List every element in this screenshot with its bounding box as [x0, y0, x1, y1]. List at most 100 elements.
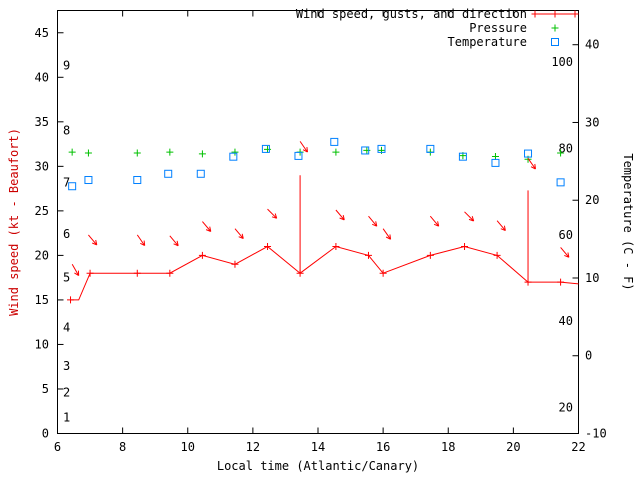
- wind-speed-line: [70, 245, 579, 301]
- wind-point: [67, 296, 75, 304]
- y-left-tick-label: 20: [35, 248, 49, 262]
- wind-direction-arrow: [496, 220, 506, 232]
- pressure-point: [332, 148, 340, 156]
- wind-point: [198, 251, 206, 259]
- y-left-tick-label: 30: [35, 159, 49, 173]
- legend-sample-plus: [571, 10, 579, 18]
- y-axis-label-left: Wind speed (kt - Beaufort): [7, 128, 21, 316]
- wind-direction-arrow: [202, 221, 212, 232]
- wind-direction-arrow: [464, 211, 475, 222]
- y-right-tick-label: -10: [585, 427, 607, 441]
- beaufort-label: 6: [63, 227, 70, 241]
- y-left-tick-label: 0: [42, 427, 49, 441]
- fahrenheit-label: 100: [551, 55, 573, 69]
- wind-point: [557, 278, 565, 286]
- wind-point: [231, 260, 239, 268]
- y-left-tick-label: 25: [35, 204, 49, 218]
- temperature-point: [133, 176, 142, 185]
- y-axis-label-right: Temperature (C - F): [621, 153, 635, 291]
- y-left-tick-label: 5: [42, 382, 49, 396]
- pressure-point: [363, 146, 371, 154]
- legend-sample-plus: [531, 10, 539, 18]
- wind-direction-arrow: [429, 215, 440, 227]
- x-tick-label: 20: [506, 440, 520, 454]
- x-tick-label: 22: [571, 440, 585, 454]
- wind-point: [493, 251, 501, 259]
- legend-sample-plus: [551, 24, 559, 32]
- temperature-point: [84, 176, 93, 185]
- temperature-point: [491, 158, 500, 167]
- temperature-point: [426, 144, 435, 153]
- wind-point: [296, 269, 304, 277]
- beaufort-label: 4: [63, 321, 70, 335]
- beaufort-label: 7: [63, 175, 70, 189]
- y-left-tick-label: 35: [35, 115, 49, 129]
- wind-point: [364, 251, 372, 259]
- temperature-point: [229, 152, 238, 161]
- wind-point: [426, 251, 434, 259]
- legend-label-pressure: Pressure: [469, 21, 527, 35]
- wind-point: [332, 242, 340, 250]
- pressure-point: [264, 145, 272, 153]
- temperature-point: [556, 178, 565, 187]
- temperature-point: [68, 182, 77, 191]
- fahrenheit-label: 80: [559, 141, 573, 155]
- beaufort-label: 3: [63, 359, 70, 373]
- wind-direction-arrow: [267, 208, 278, 219]
- x-tick-label: 10: [181, 440, 195, 454]
- pressure-point: [133, 149, 141, 157]
- legend-label-temperature: Temperature: [448, 35, 527, 49]
- wind-point: [133, 269, 141, 277]
- y-right-tick-label: 20: [585, 193, 599, 207]
- x-tick-label: 8: [119, 440, 126, 454]
- y-left-tick-label: 10: [35, 337, 49, 351]
- wind-direction-arrow: [299, 141, 308, 153]
- wind-direction-arrow: [169, 235, 179, 247]
- x-tick-label: 16: [376, 440, 390, 454]
- wind-point: [86, 269, 94, 277]
- y-right-tick-label: 30: [585, 115, 599, 129]
- wind-direction-arrow: [560, 247, 570, 258]
- fahrenheit-label: 20: [559, 401, 573, 415]
- x-tick-label: 6: [54, 440, 61, 454]
- y-right-tick-label: 0: [585, 349, 592, 363]
- wind-point: [524, 278, 532, 286]
- pressure-point: [557, 149, 565, 157]
- wind-direction-arrow: [234, 228, 244, 240]
- pressure-point: [68, 148, 76, 156]
- y-right-tick-label: 40: [585, 38, 599, 52]
- beaufort-label: 8: [63, 124, 70, 138]
- temperature-point: [294, 151, 303, 160]
- temperature-point: [261, 144, 270, 153]
- x-tick-label: 12: [246, 440, 260, 454]
- x-axis-label: Local time (Atlantic/Canary): [216, 459, 420, 473]
- y-left-tick-label: 45: [35, 26, 49, 40]
- wind-point: [461, 242, 469, 250]
- temperature-point: [458, 152, 467, 161]
- pressure-point: [166, 148, 174, 156]
- pressure-point: [231, 148, 239, 156]
- x-tick-label: 14: [311, 440, 325, 454]
- wind-point: [264, 242, 272, 250]
- legend-sample-square: [551, 38, 559, 46]
- legend-label-wind: Wind speed, gusts, and direction: [296, 7, 527, 21]
- temperature-point: [361, 146, 370, 155]
- pressure-point: [198, 150, 206, 158]
- temperature-point: [377, 144, 386, 153]
- beaufort-label: 5: [63, 271, 70, 285]
- beaufort-label: 2: [63, 386, 70, 400]
- wind-direction-arrow: [335, 209, 345, 221]
- temperature-point: [330, 137, 339, 146]
- wind-point: [379, 269, 387, 277]
- temperature-point: [196, 169, 205, 178]
- wind-direction-arrow: [527, 158, 536, 170]
- y-left-tick-label: 40: [35, 70, 49, 84]
- temperature-point: [524, 149, 533, 158]
- x-tick-label: 18: [441, 440, 455, 454]
- pressure-point: [84, 149, 92, 157]
- beaufort-label: 9: [63, 59, 70, 73]
- wind-point: [166, 269, 174, 277]
- wind-direction-arrow: [382, 228, 392, 240]
